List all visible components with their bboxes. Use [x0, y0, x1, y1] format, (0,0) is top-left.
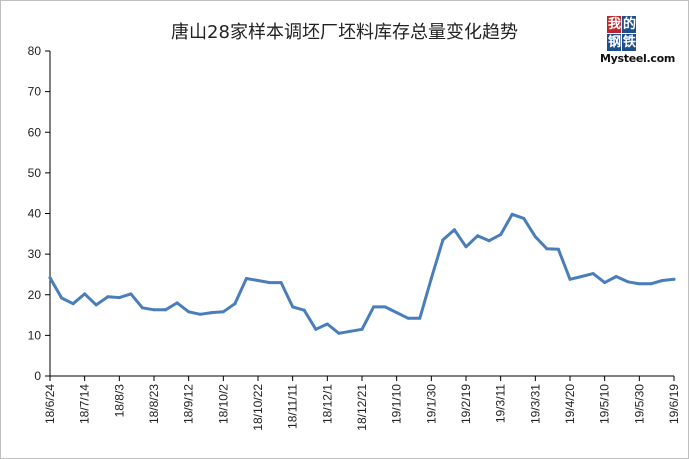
- x-tick-label: 19/5/10: [598, 384, 612, 424]
- series-line: [48, 212, 676, 335]
- data-point: [510, 212, 514, 216]
- x-tick-label: 18/7/14: [78, 384, 92, 424]
- y-tick-label: 30: [28, 247, 42, 261]
- x-tick-label: 18/10/22: [251, 384, 265, 431]
- data-point: [348, 329, 352, 333]
- logo-seal-char: 我: [608, 17, 622, 32]
- x-tick-label: 18/10/2: [216, 384, 230, 424]
- x-tick-label: 18/12/21: [355, 384, 369, 431]
- data-point: [418, 316, 422, 320]
- data-point: [487, 239, 491, 243]
- logo-seal-char: 钢: [608, 35, 622, 50]
- x-tick-label: 19/1/30: [424, 384, 438, 424]
- data-point: [140, 306, 144, 310]
- data-point: [106, 295, 110, 299]
- x-tick-label: 19/2/19: [459, 384, 473, 424]
- data-point: [314, 327, 318, 331]
- x-axis: 18/6/24 18/7/14 18/8/3 18/8/23 18/9/12 18/10/…: [43, 375, 681, 431]
- x-tick-label: 18/11/11: [286, 384, 300, 429]
- data-point: [672, 277, 676, 281]
- data-point: [256, 279, 260, 282]
- data-point: [533, 235, 537, 239]
- data-point: [60, 296, 64, 300]
- x-tick-label: 18/9/12: [182, 384, 196, 424]
- data-point: [291, 305, 295, 309]
- y-tick-label: 70: [28, 85, 42, 99]
- series-group: [48, 212, 676, 335]
- data-point: [129, 292, 133, 296]
- data-point: [452, 228, 456, 232]
- data-point: [48, 276, 52, 280]
- y-tick-label: 20: [28, 288, 42, 302]
- data-point: [210, 311, 214, 315]
- data-point: [556, 247, 560, 251]
- logo-seal-char: 铁: [623, 35, 637, 50]
- mysteel-logo: 我 的 钢 铁 Mysteel.com: [600, 16, 675, 70]
- data-point: [626, 280, 630, 284]
- data-point: [395, 311, 399, 315]
- data-point: [545, 247, 549, 251]
- data-point: [279, 281, 283, 285]
- y-tick-label: 10: [28, 328, 42, 342]
- x-tick-label: 19/3/11: [494, 384, 508, 423]
- data-point: [117, 296, 121, 300]
- logo-brand: Mysteel.com: [600, 52, 676, 65]
- data-point: [406, 316, 410, 320]
- data-point: [302, 308, 306, 312]
- data-point: [580, 275, 584, 278]
- data-point: [660, 279, 664, 282]
- data-point: [198, 312, 202, 316]
- y-tick-label: 60: [28, 125, 42, 139]
- data-point: [499, 233, 503, 237]
- x-tick-label: 19/5/30: [632, 384, 646, 424]
- logo-seal: 我 的 钢 铁: [607, 16, 637, 52]
- data-point: [522, 216, 526, 220]
- y-axis: 0 10 20 30 40 50 60 70 80: [28, 44, 51, 383]
- x-tick-label: 18/6/24: [43, 384, 57, 424]
- data-point: [175, 301, 179, 305]
- data-point: [337, 331, 341, 335]
- data-point: [591, 272, 595, 276]
- x-tick-label: 18/12/1: [320, 384, 334, 424]
- data-point: [325, 322, 329, 326]
- x-tick-label: 19/4/20: [563, 384, 577, 424]
- y-tick-label: 0: [34, 369, 41, 383]
- data-point: [476, 234, 480, 238]
- data-point: [372, 305, 376, 309]
- chart-title: 唐山28家样本调坯厂坯料库存总量变化趋势: [171, 22, 518, 43]
- data-point: [614, 275, 618, 278]
- data-point: [152, 308, 156, 312]
- data-point: [464, 245, 468, 249]
- data-point: [360, 327, 364, 331]
- data-point: [268, 281, 272, 285]
- data-point: [164, 308, 168, 312]
- x-tick-label: 19/1/10: [390, 384, 404, 424]
- x-tick-label: 19/6/19: [667, 384, 681, 424]
- data-point: [568, 277, 572, 281]
- data-point: [187, 310, 191, 314]
- data-point: [637, 282, 641, 286]
- x-tick-label: 18/8/3: [112, 384, 126, 418]
- y-tick-label: 80: [28, 44, 42, 58]
- data-point: [603, 281, 607, 285]
- logo-seal-char: 的: [623, 17, 637, 32]
- data-point: [83, 292, 87, 296]
- data-point: [429, 277, 433, 280]
- x-tick-label: 19/3/31: [528, 384, 542, 424]
- data-point: [383, 305, 387, 309]
- data-point: [221, 310, 225, 314]
- data-point: [244, 277, 248, 280]
- data-point: [71, 302, 75, 306]
- y-tick-label: 50: [28, 166, 42, 180]
- data-point: [649, 282, 653, 286]
- data-point: [441, 238, 445, 242]
- data-point: [94, 303, 98, 307]
- x-tick-label: 18/8/23: [147, 384, 161, 424]
- y-tick-label: 40: [28, 207, 42, 221]
- data-point: [233, 302, 237, 306]
